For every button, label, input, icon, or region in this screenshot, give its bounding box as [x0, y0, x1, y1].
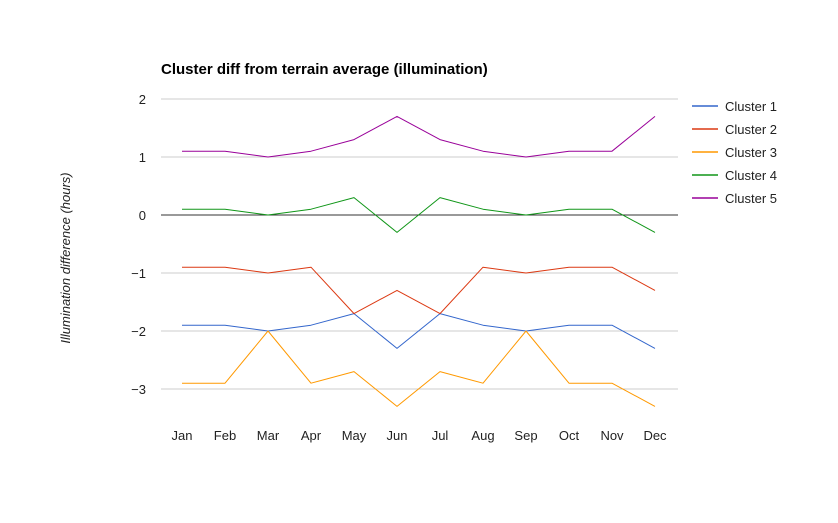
series-line-cluster-4 [182, 197, 656, 233]
series-line-cluster-3 [182, 330, 656, 407]
legend-entry-cluster-5: Cluster 5 [692, 191, 777, 206]
legend-label: Cluster 3 [725, 145, 777, 160]
legend-label: Cluster 2 [725, 122, 777, 137]
legend-entry-cluster-2: Cluster 2 [692, 122, 777, 137]
series-line-cluster-5 [182, 115, 656, 158]
x-tick-label: Jan [172, 428, 193, 443]
series-line-cluster-2 [182, 266, 656, 315]
y-tick-label: −3 [131, 382, 146, 397]
series-lines [182, 115, 656, 407]
legend-entry-cluster-1: Cluster 1 [692, 99, 777, 114]
x-tick-label: Oct [559, 428, 580, 443]
y-tick-labels: 2 1 0 −1 −2 −3 [131, 92, 146, 397]
y-tick-label: −1 [131, 266, 146, 281]
x-tick-label: May [342, 428, 367, 443]
x-tick-label: Aug [471, 428, 494, 443]
x-tick-label: Sep [514, 428, 537, 443]
legend-entry-cluster-3: Cluster 3 [692, 145, 777, 160]
x-tick-label: Jul [432, 428, 449, 443]
legend-entry-cluster-4: Cluster 4 [692, 168, 777, 183]
y-tick-label: 0 [139, 208, 146, 223]
legend-label: Cluster 4 [725, 168, 777, 183]
y-axis-label: Illumination difference (hours) [58, 172, 73, 343]
chart-title: Cluster diff from terrain average (illum… [161, 61, 488, 78]
x-tick-label: Feb [214, 428, 236, 443]
x-tick-labels: Jan Feb Mar Apr May Jun Jul Aug Sep Oct Nov Dec [172, 428, 668, 443]
series-line-cluster-1 [182, 313, 656, 349]
x-tick-label: Mar [257, 428, 280, 443]
x-tick-label: Dec [643, 428, 667, 443]
legend-label: Cluster 5 [725, 191, 777, 206]
y-tick-label: 1 [139, 150, 146, 165]
legend: Cluster 1 Cluster 2 Cluster 3 Cluster 4 Clus… [692, 99, 777, 206]
x-tick-label: Jun [387, 428, 408, 443]
x-tick-label: Apr [301, 428, 322, 443]
x-tick-label: Nov [600, 428, 624, 443]
y-tick-label: 2 [139, 92, 146, 107]
gridlines [161, 98, 678, 390]
legend-label: Cluster 1 [725, 99, 777, 114]
y-tick-label: −2 [131, 324, 146, 339]
